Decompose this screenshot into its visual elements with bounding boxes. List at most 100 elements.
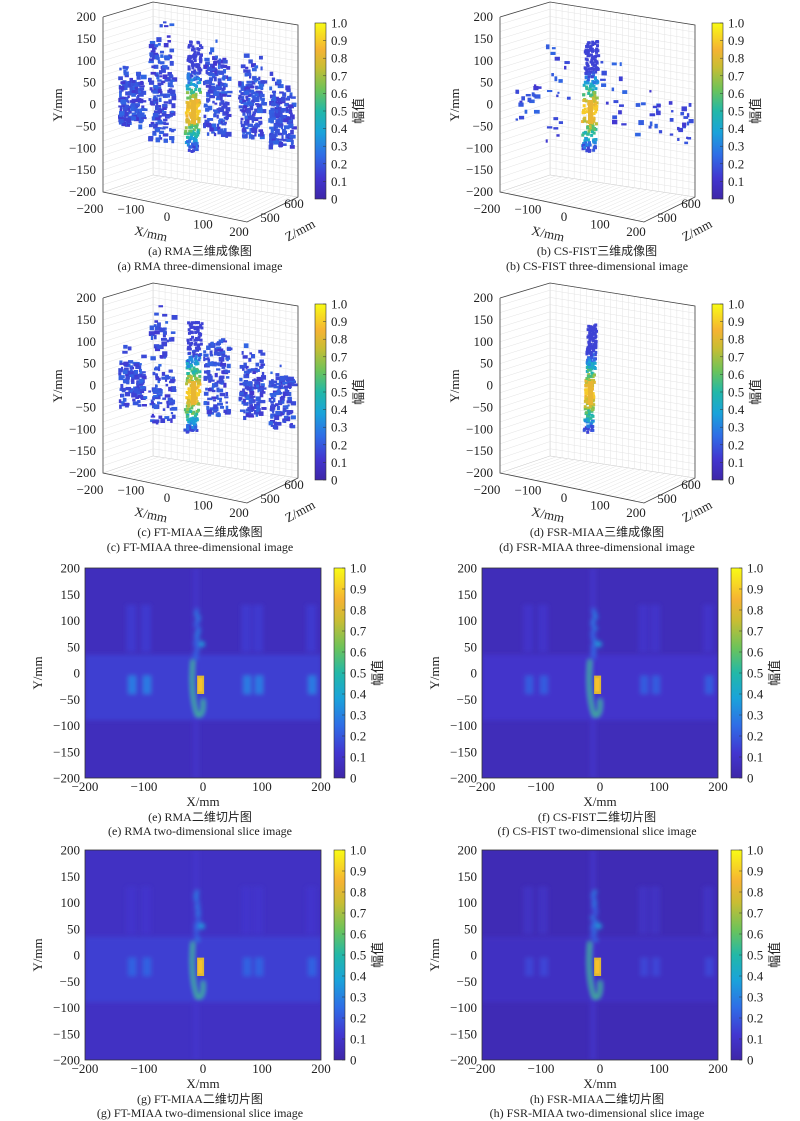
voxel	[198, 378, 202, 382]
heatmap-arc	[190, 659, 205, 717]
voxel	[251, 406, 255, 410]
voxel	[592, 90, 596, 94]
voxel	[593, 101, 597, 105]
voxel	[155, 388, 162, 391]
voxel	[157, 119, 163, 124]
voxel	[188, 367, 192, 371]
heatmap-region	[705, 957, 714, 976]
grid-line	[102, 304, 154, 321]
voxel	[198, 90, 202, 94]
voxel	[268, 141, 273, 144]
voxel	[216, 394, 219, 400]
voxel	[619, 104, 624, 107]
voxel	[198, 370, 202, 374]
voxel	[155, 385, 158, 388]
voxel	[123, 402, 130, 406]
voxel	[171, 95, 177, 101]
x-axis-label: X/mm	[133, 504, 169, 526]
grid-line	[499, 419, 551, 437]
voxel	[138, 109, 142, 114]
voxel	[124, 74, 129, 78]
voxel	[287, 376, 294, 381]
voxel	[207, 358, 211, 362]
colorbar-tick-label: 0.7	[331, 349, 348, 364]
voxel	[171, 128, 176, 131]
x-tick-label: −200	[474, 482, 501, 497]
voxel	[240, 92, 246, 96]
voxel	[225, 83, 228, 88]
voxel	[199, 60, 203, 64]
voxel	[221, 82, 225, 86]
voxel	[278, 138, 284, 141]
voxel	[270, 424, 277, 427]
voxel	[204, 119, 210, 124]
heatmap-cells	[85, 850, 321, 1060]
voxel	[128, 374, 134, 378]
voxel	[593, 77, 597, 81]
voxel	[649, 113, 656, 117]
colorbar-tick-label: 0.1	[747, 1032, 763, 1047]
voxel	[161, 127, 166, 130]
voxel	[282, 391, 289, 397]
voxel	[225, 131, 232, 137]
colorbar-tick-label: 1.0	[331, 16, 347, 31]
voxel	[198, 81, 202, 85]
voxel	[592, 81, 596, 85]
grid-line	[499, 304, 551, 321]
voxel	[582, 93, 586, 97]
voxel	[242, 398, 246, 403]
voxel	[588, 348, 592, 352]
voxel	[225, 115, 229, 121]
voxel	[261, 387, 267, 390]
voxel	[290, 424, 296, 429]
voxel	[190, 92, 194, 96]
grid-line	[102, 333, 154, 350]
grid-line	[174, 185, 226, 208]
voxel	[590, 426, 594, 430]
voxel	[243, 69, 248, 73]
voxel	[226, 66, 231, 70]
voxel	[584, 51, 588, 55]
voxel	[203, 123, 206, 129]
grid-line	[102, 95, 154, 113]
voxel	[187, 55, 191, 59]
voxel	[160, 65, 163, 70]
voxel	[277, 98, 284, 102]
voxel	[153, 324, 157, 328]
colorbar-tick-label: 0.1	[350, 1032, 366, 1047]
voxel	[583, 399, 587, 403]
colorbar-tick-label: 0.4	[331, 121, 348, 136]
voxel	[285, 405, 289, 410]
voxel	[153, 334, 157, 340]
voxel	[127, 370, 134, 375]
x-tick-label: 100	[193, 217, 213, 232]
voxel	[184, 111, 188, 115]
voxel	[249, 390, 255, 395]
voxel	[152, 112, 159, 118]
voxel	[140, 394, 144, 400]
voxel	[197, 338, 201, 342]
voxel	[135, 104, 138, 108]
voxel	[586, 415, 590, 419]
colorbar-tick-label: 0.2	[350, 729, 366, 744]
voxel	[258, 76, 261, 81]
grid-line	[102, 434, 154, 452]
voxel	[195, 65, 199, 69]
voxel	[252, 76, 257, 81]
voxel	[259, 387, 262, 392]
voxel	[206, 91, 211, 97]
voxel	[192, 128, 196, 132]
voxel	[203, 400, 207, 406]
voxel	[613, 100, 619, 104]
voxel	[197, 47, 201, 51]
heatmap-blob	[198, 641, 205, 648]
voxel	[161, 376, 167, 380]
voxel	[151, 401, 154, 405]
voxel	[220, 61, 224, 64]
voxel	[242, 355, 248, 359]
voxel	[197, 408, 201, 412]
voxel	[161, 355, 167, 358]
voxel	[190, 420, 194, 424]
voxel	[128, 105, 132, 109]
